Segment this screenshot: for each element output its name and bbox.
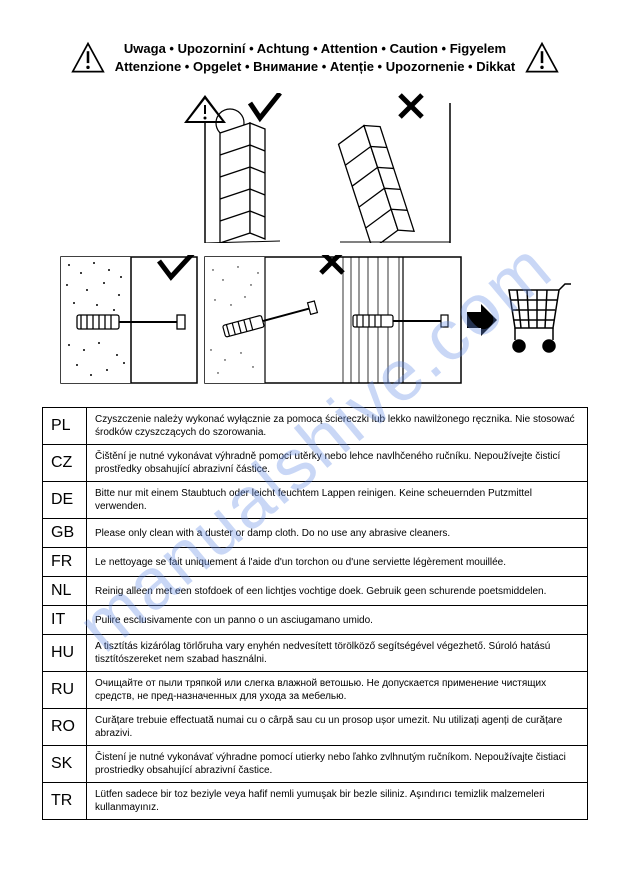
arrow-icon: [467, 300, 497, 340]
warning-triangle-icon: [525, 41, 559, 75]
lang-text-cell: Čištění je nutné vykonávat výhradně pomo…: [87, 445, 588, 482]
lang-text-cell: Le nettoyage se fait uniquement á l'aide…: [87, 548, 588, 577]
lang-code-cell: TR: [43, 783, 87, 820]
table-row: SKČistení je nutné vykonávať výhradne po…: [43, 746, 588, 783]
table-row: ROCurățare trebuie effectuată numai cu o…: [43, 709, 588, 746]
lang-text-cell: Czyszczenie należy wykonać wyłącznie za …: [87, 408, 588, 445]
table-row: ITPulire esclusivamente con un panno o u…: [43, 606, 588, 635]
lang-code-cell: FR: [43, 548, 87, 577]
lang-code-cell: NL: [43, 577, 87, 606]
lang-text-cell: Очищайте от пыли тряпкой или слегка влаж…: [87, 672, 588, 709]
bookshelf-diagram-row: [42, 93, 588, 243]
lang-text-cell: Lütfen sadece bir toz beziyle veya hafif…: [87, 783, 588, 820]
table-row: TRLütfen sadece bir toz beziyle veya haf…: [43, 783, 588, 820]
lang-text-cell: Bitte nur mit einem Staubtuch oder leich…: [87, 482, 588, 519]
table-row: NLReinig alleen met een stofdoek of een …: [43, 577, 588, 606]
table-row: DEBitte nur mit einem Staubtuch oder lei…: [43, 482, 588, 519]
lang-text-cell: A tisztítás kizárólag törlőruha vary eny…: [87, 635, 588, 672]
lang-code-cell: PL: [43, 408, 87, 445]
lang-code-cell: IT: [43, 606, 87, 635]
warning-header: Uwaga • Upozorniní • Achtung • Attention…: [42, 40, 588, 75]
table-row: FRLe nettoyage se fait uniquement á l'ai…: [43, 548, 588, 577]
table-row: PLCzyszczenie należy wykonać wyłącznie z…: [43, 408, 588, 445]
lang-text-cell: Curățare trebuie effectuată numai cu o c…: [87, 709, 588, 746]
warning-triangle-icon: [71, 41, 105, 75]
table-row: HUA tisztítás kizárólag törlőruha vary e…: [43, 635, 588, 672]
bookshelf-correct-diagram: [170, 93, 300, 243]
anchor-diagram-row: [42, 255, 588, 385]
lang-code-cell: SK: [43, 746, 87, 783]
lang-text-cell: Čistení je nutné vykonávať výhradne pomo…: [87, 746, 588, 783]
lang-text-cell: Reinig alleen met een stofdoek of een li…: [87, 577, 588, 606]
lang-text-cell: Pulire esclusivamente con un panno o un …: [87, 606, 588, 635]
anchor-incorrect-diagram: [203, 255, 463, 385]
lang-code-cell: RO: [43, 709, 87, 746]
table-row: CZČištění je nutné vykonávat výhradně po…: [43, 445, 588, 482]
header-text: Uwaga • Upozorniní • Achtung • Attention…: [115, 40, 516, 75]
table-row: RUОчищайте от пыли тряпкой или слегка вл…: [43, 672, 588, 709]
header-line1: Uwaga • Upozorniní • Achtung • Attention…: [115, 40, 516, 58]
lang-code-cell: RU: [43, 672, 87, 709]
shopping-cart-icon: [501, 280, 571, 360]
bookshelf-incorrect-diagram: [330, 93, 460, 243]
table-row: GBPlease only clean with a duster or dam…: [43, 519, 588, 548]
anchor-correct-diagram: [59, 255, 199, 385]
lang-code-cell: DE: [43, 482, 87, 519]
lang-code-cell: HU: [43, 635, 87, 672]
lang-text-cell: Please only clean with a duster or damp …: [87, 519, 588, 548]
header-line2: Attenzione • Opgelet • Внимание • Atenți…: [115, 58, 516, 76]
lang-code-cell: GB: [43, 519, 87, 548]
lang-code-cell: CZ: [43, 445, 87, 482]
cleaning-instructions-table: PLCzyszczenie należy wykonać wyłącznie z…: [42, 407, 588, 820]
